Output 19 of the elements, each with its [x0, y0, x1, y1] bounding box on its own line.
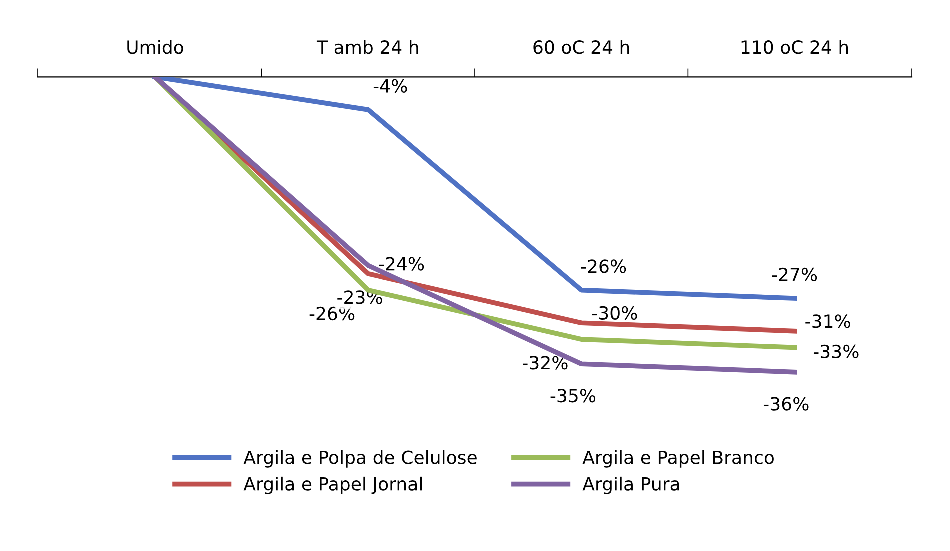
data-label: -26%	[310, 306, 355, 321]
x-tick-label: T amb 24 h	[316, 40, 418, 54]
legend-label: Argila e Papel Jornal	[244, 476, 422, 494]
data-label: -26%	[581, 260, 626, 274]
data-label: -31%	[806, 314, 850, 328]
data-label: -33%	[814, 344, 859, 359]
data-label: -24%	[379, 257, 424, 271]
data-label: -30%	[592, 306, 638, 320]
x-tick-label: 110 oC 24 h	[742, 40, 848, 54]
data-label: -35%	[550, 389, 596, 403]
x-tick-label: Umido	[128, 40, 184, 54]
data-label: -4%	[374, 79, 408, 93]
data-label: -27%	[772, 268, 818, 282]
legend-label: Argila e Polpa de Celulose	[244, 450, 477, 468]
x-tick-label: 60 oC 24 h	[534, 40, 630, 54]
legend-label: Argila e Papel Branco	[582, 450, 774, 468]
data-label: -36%	[764, 397, 809, 411]
data-label: -32%	[523, 356, 568, 370]
legend-label: Argila Pura	[582, 476, 680, 494]
